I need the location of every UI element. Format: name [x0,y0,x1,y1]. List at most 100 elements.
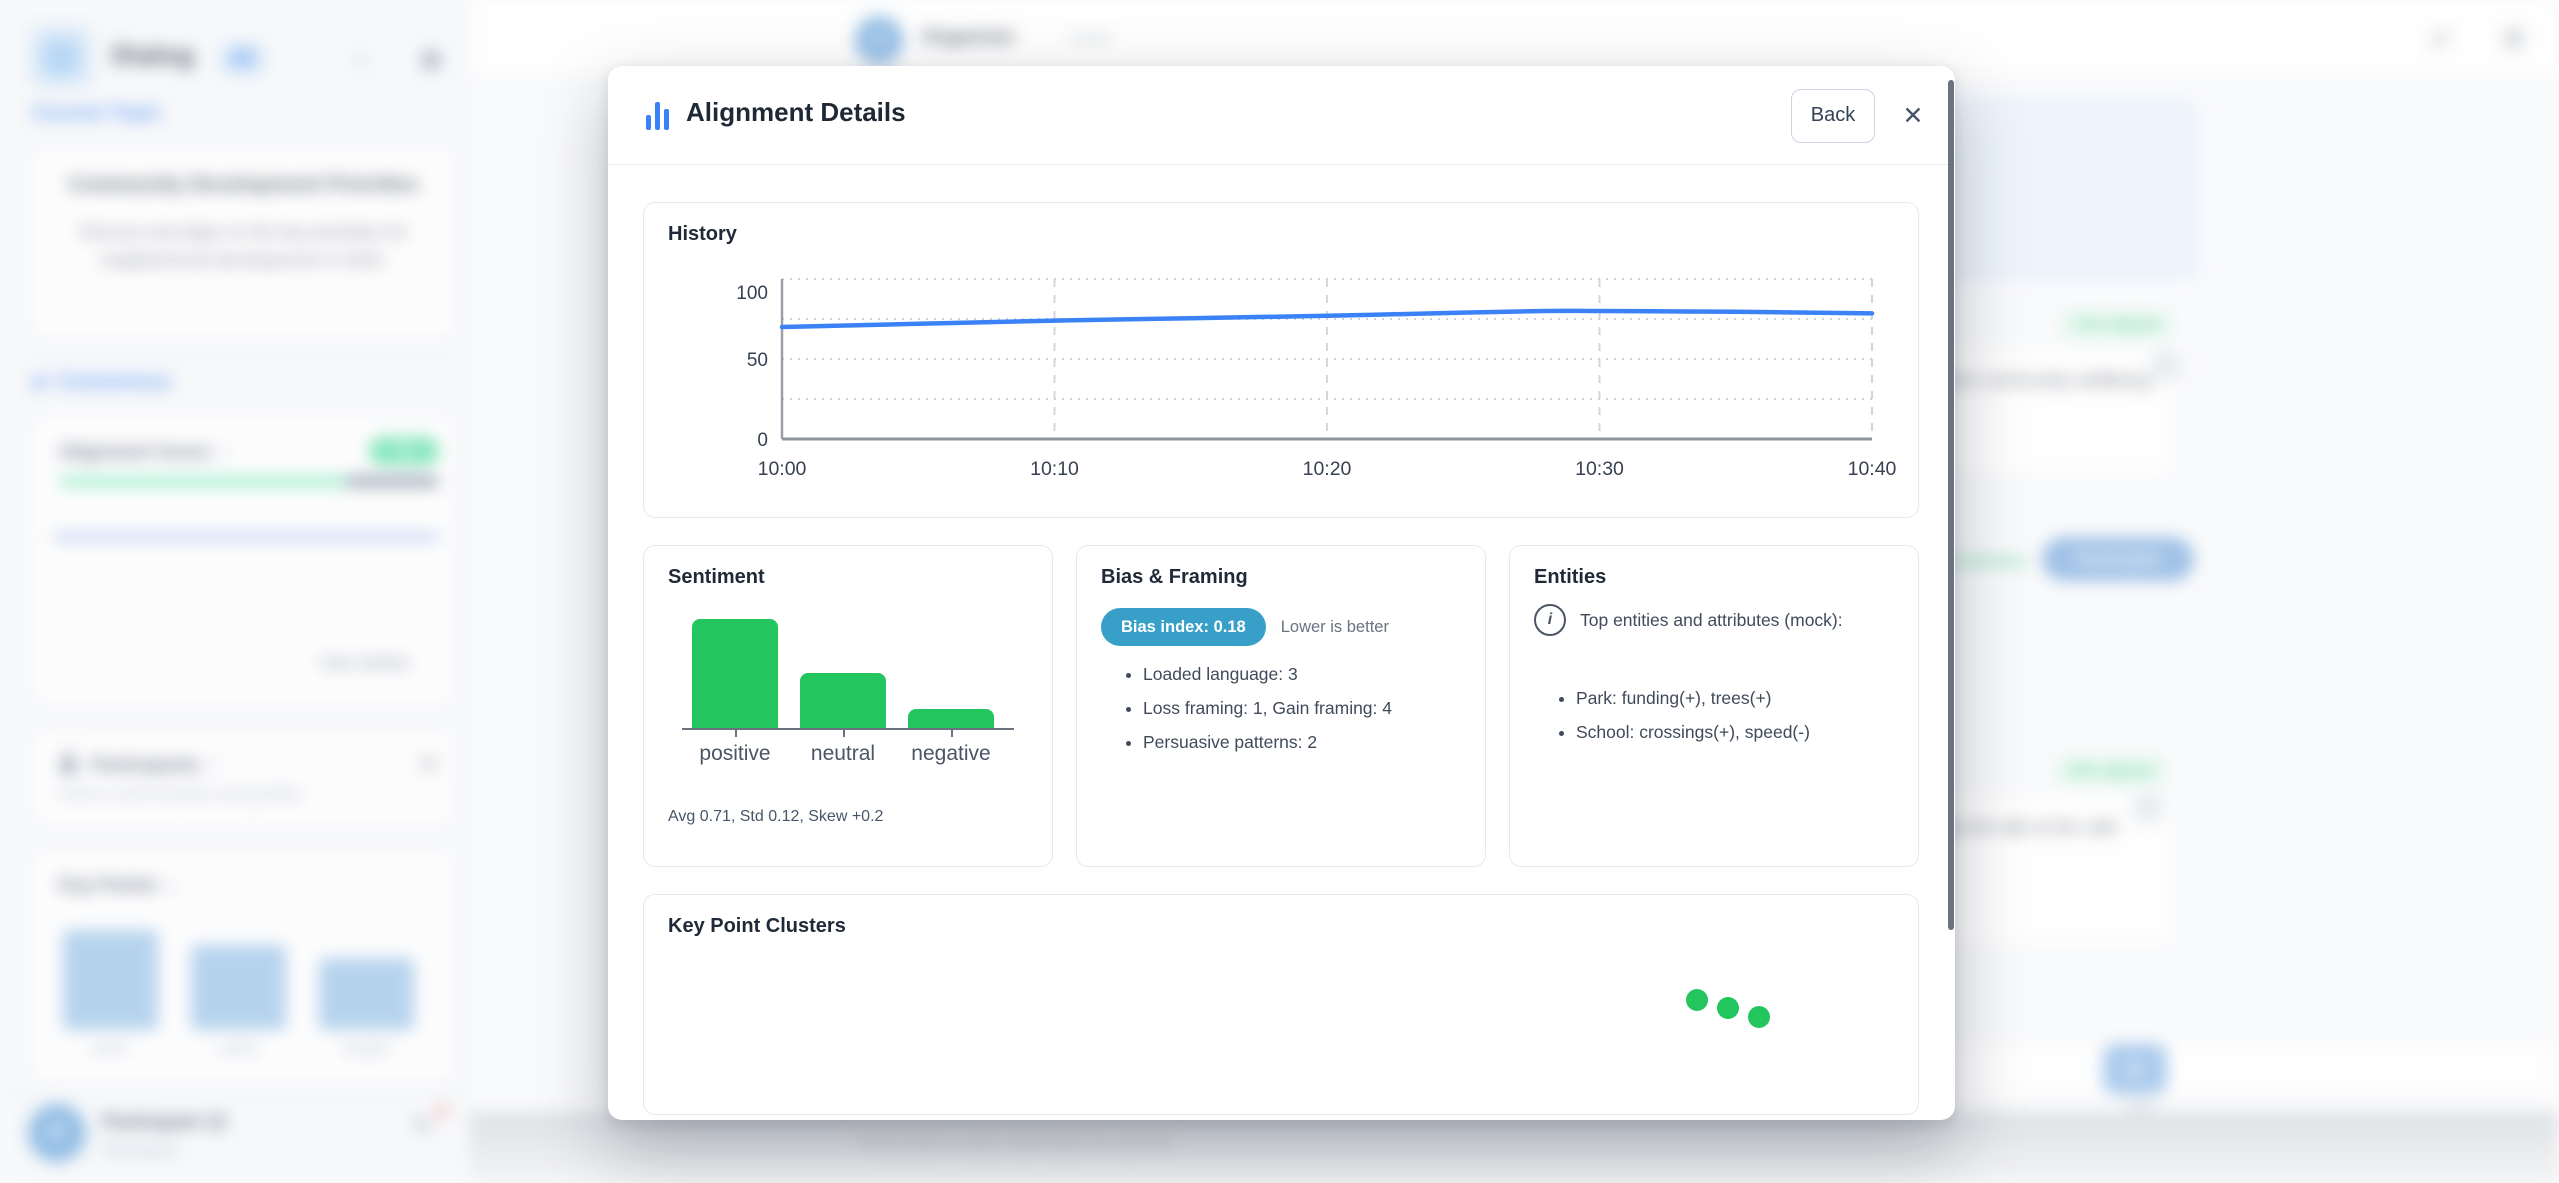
svg-text:10:40: 10:40 [1848,458,1897,480]
svg-text:0: 0 [757,430,768,451]
sentiment-bar-chart: positive neutral negative [682,596,1014,765]
settings-icon[interactable]: ⚙ [2502,24,2526,54]
alignment-score-card: Alignment Score ⓘ 78 View details [30,414,457,706]
alignment-tag: 78% aligned [2052,756,2169,786]
history-line-chart: 0 50 100 10:00 10:10 10:20 10:30 10:40 [664,257,1898,503]
alignment-details-modal: Alignment Details Back ✕ History 0 50 100 1… [608,66,1955,1120]
sidebar: Dialog AI ‹ ▦ Current Topic Community De… [0,0,471,1183]
loader-dot [1717,997,1739,1019]
loader-dot [1686,989,1708,1011]
share-icon[interactable]: ⇗ [2428,24,2450,54]
modal-header: Alignment Details Back ✕ [608,66,1955,165]
key-point-bar [191,945,286,1030]
history-section: History 0 50 100 10:00 10:10 10:20 10:30 10:40 [643,202,1919,518]
entities-bullet-list: Park: funding(+), trees(+) School: crossi… [1556,688,1810,756]
entities-card: Entities i Top entities and attributes (… [1509,545,1919,867]
dashed-divider [59,623,439,625]
svg-text:10:30: 10:30 [1575,458,1624,480]
close-icon[interactable]: ✕ [1902,102,1924,130]
participants-hint: Click to view locations and profiles [59,786,303,803]
user-name: Participant 12 [102,1112,227,1133]
key-point-bar [63,930,158,1030]
send-button[interactable]: ➤ [2103,1044,2167,1094]
alignment-progress-bar [59,477,439,486]
clusters-title: Key Point Clusters [668,915,846,937]
bullet-item: Loaded language: 3 [1143,664,1392,685]
key-point-bar-label: parks [92,1040,129,1057]
participants-count: 26 [419,754,438,773]
alignment-tag: 75% aligned [2058,310,2175,340]
sentiment-title: Sentiment [668,566,765,588]
axis-tick [843,728,845,737]
composer-hint: Press Enter to send, Shift+Enter for new… [858,1136,1174,1153]
bias-title: Bias & Framing [1101,566,1248,588]
key-point-clusters-section: Key Point Clusters [643,894,1919,1115]
edit-profile-icon[interactable]: ✎ [412,1113,433,1140]
bias-framing-card: Bias & Framing Bias index: 0.18 Lower is… [1076,545,1486,867]
participants-icon [59,752,79,772]
composer-shadow-band [470,1112,2559,1183]
message-time: 10:42 [1070,30,1111,47]
alignment-sparkline [53,533,439,541]
app-title: Dialog [112,40,195,70]
bullet-item: School: crossings(+), speed(-) [1576,722,1810,743]
view-details-link[interactable]: View details [319,653,410,672]
bias-badge-row: Bias index: 0.18 Lower is better [1101,608,1389,646]
entities-title: Entities [1534,566,1607,588]
consensus-heading[interactable]: ⇄ Consensus [32,370,171,394]
topic-title: Community Development Priorities [68,173,419,196]
bias-index-badge: Bias index: 0.18 [1101,608,1266,646]
svg-text:10:00: 10:00 [758,458,807,480]
key-point-bar-label: safety [218,1040,259,1057]
participants-card[interactable]: Participants ⓘ 26 Click to view location… [30,727,457,826]
loader-dot [1748,1006,1770,1028]
consensus-label: Consensus [57,370,172,393]
info-icon: ⓘ [162,878,179,895]
bullet-item: Loss framing: 1, Gain framing: 4 [1143,698,1392,719]
ai-badge: AI [222,44,263,74]
consensus-icon: ⇄ [32,372,48,393]
svg-text:10:20: 10:20 [1303,458,1352,480]
info-icon: ⓘ [215,445,232,462]
current-topic-label: Current Topic [32,102,162,124]
alignment-score-label: Alignment Score ⓘ [59,442,232,463]
key-points-mini-chart: parks safety budget [31,908,456,1068]
svg-text:50: 50 [747,350,768,371]
key-points-card: Key Points ⓘ parks safety budget [30,847,457,1084]
svg-text:10:10: 10:10 [1030,458,1079,480]
history-title: History [668,223,737,245]
svg-text:100: 100 [736,283,768,304]
sentiment-stats: Avg 0.71, Std 0.12, Skew +0.2 [668,808,884,825]
alignment-progress-fill [59,477,348,486]
user-role: Participant [102,1142,178,1159]
participate-button[interactable]: Participate [2042,537,2194,581]
loading-dots [1686,989,1779,1028]
organizer-avatar: O [855,16,903,64]
sidebar-collapse-icon[interactable]: ‹ [356,44,366,74]
key-points-label: Key Points ⓘ [59,875,179,896]
modal-scrollbar[interactable] [1948,80,1954,930]
info-icon: i [1534,604,1566,636]
participants-label: Participants ⓘ [91,755,222,776]
alignment-score-badge: 78 [369,437,439,465]
topic-description: Discuss and align on the key priorities … [79,222,408,270]
reaction-emoji-button[interactable]: ☺ [2130,790,2166,826]
modal-title: Alignment Details [686,97,906,127]
chat-topbar: O Organizer 10:42 ⇗ ⚙ [470,0,2559,77]
info-icon: ⓘ [205,758,222,775]
sidebar-panel-icon[interactable]: ▦ [420,46,442,71]
bullet-item: Park: funding(+), trees(+) [1576,688,1810,709]
reaction-emoji-button[interactable]: ☺ [2148,348,2184,384]
back-button[interactable]: Back [1791,89,1875,143]
bias-bullet-list: Loaded language: 3 Loss framing: 1, Gain … [1123,664,1392,766]
entities-info-row: i Top entities and attributes (mock): [1534,604,1884,636]
sentiment-card: Sentiment positive neutral negative Avg 0.… [643,545,1053,867]
bullet-item: Persuasive patterns: 2 [1143,732,1392,753]
organizer-name: Organizer [922,26,1016,48]
topic-card: Community Development Priorities Discuss… [30,146,457,340]
sentiment-category-label: positive [699,742,771,765]
bar-chart-icon [646,100,672,130]
sidebar-footer-divider [0,1094,470,1095]
notification-dot [436,1106,447,1117]
